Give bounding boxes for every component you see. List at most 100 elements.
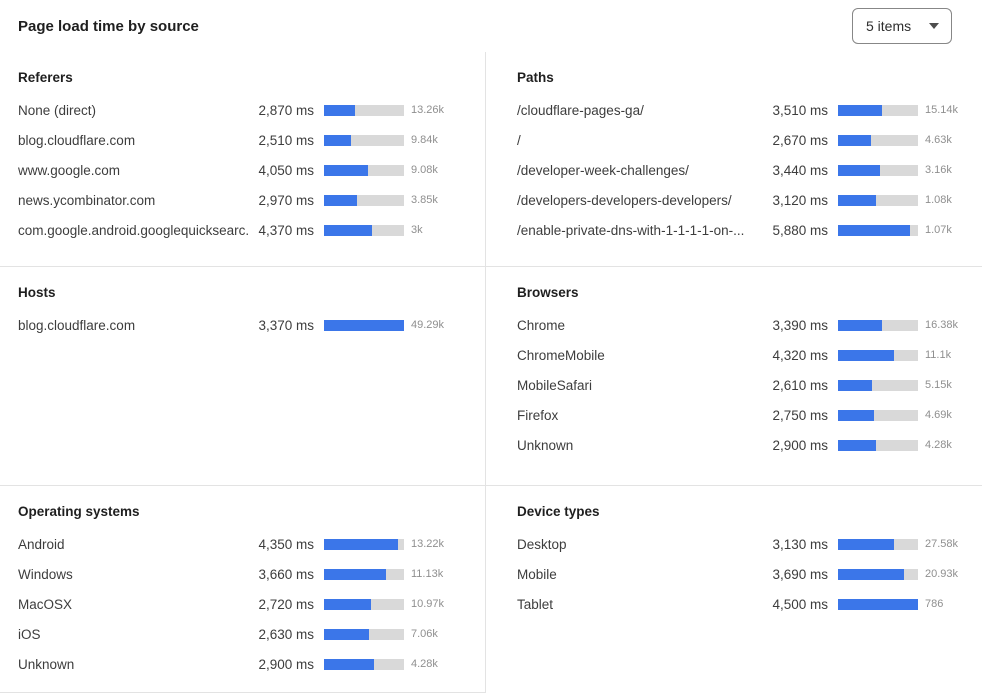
row-label: Windows <box>18 566 73 582</box>
chevron-down-icon <box>929 23 939 29</box>
table-row: com.google.android.googlequicksearc... 4… <box>18 215 461 245</box>
row-bar-fill <box>838 349 894 361</box>
row-bar-fill <box>838 598 918 610</box>
row-time: 4,320 ms <box>772 347 828 363</box>
row-bar <box>324 224 404 236</box>
table-row: MobileSafari 2,610 ms 5.15k <box>517 370 975 400</box>
row-time: 2,750 ms <box>772 407 828 423</box>
row-count: 1.08k <box>925 194 952 206</box>
row-bar-fill <box>838 568 904 580</box>
row-bar-fill <box>324 194 357 206</box>
section-title-hosts: Hosts <box>18 285 56 300</box>
row-bar-fill <box>838 164 881 176</box>
row-bar <box>324 658 404 670</box>
row-count: 7.06k <box>411 628 438 640</box>
table-row: iOS 2,630 ms 7.06k <box>18 619 461 649</box>
row-label: Chrome <box>517 317 566 333</box>
row-label: MobileSafari <box>517 377 593 393</box>
row-count: 11.1k <box>925 349 952 361</box>
panel-header: Page load time by source 5 items <box>0 0 982 52</box>
row-bar-fill <box>324 224 372 236</box>
row-time: 3,690 ms <box>772 566 828 582</box>
row-bar-fill <box>838 538 894 550</box>
table-row: blog.cloudflare.com 3,370 ms 49.29k <box>18 310 461 340</box>
row-count: 4.28k <box>925 439 952 451</box>
section-paths: Paths /cloudflare-pages-ga/ 3,510 ms 15.… <box>485 52 982 266</box>
row-time: 2,970 ms <box>258 192 314 208</box>
row-bar <box>838 319 918 331</box>
row-bar-fill <box>838 194 877 206</box>
row-time: 4,050 ms <box>258 162 314 178</box>
items-count-dropdown[interactable]: 5 items <box>852 8 952 44</box>
table-row: Android 4,350 ms 13.22k <box>18 529 461 559</box>
table-row: /developers-developers-developers/ 3,120… <box>517 185 975 215</box>
row-bar-fill <box>324 628 369 640</box>
row-label: MacOSX <box>18 596 73 612</box>
table-row: Unknown 2,900 ms 4.28k <box>517 430 975 460</box>
row-time: 3,660 ms <box>258 566 314 582</box>
row-label: /enable-private-dns-with-1-1-1-1-on-... <box>517 222 745 238</box>
row-bar-fill <box>838 319 882 331</box>
row-label: blog.cloudflare.com <box>18 317 136 333</box>
row-time: 2,900 ms <box>772 437 828 453</box>
table-row: Desktop 3,130 ms 27.58k <box>517 529 975 559</box>
row-bar <box>324 164 404 176</box>
row-label: news.ycombinator.com <box>18 192 156 208</box>
row-bar-fill <box>838 134 871 146</box>
row-count: 5.15k <box>925 379 952 391</box>
row-bar-fill <box>324 658 375 670</box>
page-title: Page load time by source <box>18 17 199 35</box>
section-title-device-types: Device types <box>517 504 600 519</box>
row-count: 4.28k <box>411 658 438 670</box>
row-time: 3,510 ms <box>772 102 828 118</box>
table-row: ChromeMobile 4,320 ms 11.1k <box>517 340 975 370</box>
row-count: 9.84k <box>411 134 438 146</box>
row-count: 27.58k <box>925 538 959 550</box>
table-row: Tablet 4,500 ms 786 <box>517 589 975 619</box>
section-hosts: Hosts blog.cloudflare.com 3,370 ms 49.29… <box>0 266 485 485</box>
table-row: Firefox 2,750 ms 4.69k <box>517 400 975 430</box>
row-bar <box>838 224 918 236</box>
row-bar-fill <box>324 538 399 550</box>
row-label: Android <box>18 536 65 552</box>
row-bar <box>324 568 404 580</box>
row-label: /cloudflare-pages-ga/ <box>517 102 644 118</box>
row-count: 4.63k <box>925 134 952 146</box>
table-row: www.google.com 4,050 ms 9.08k <box>18 155 461 185</box>
row-label: com.google.android.googlequicksearc... <box>18 222 248 238</box>
section-browsers: Browsers Chrome 3,390 ms 16.38k ChromeMo… <box>485 266 982 485</box>
row-bar <box>324 104 404 116</box>
table-row: None (direct) 2,870 ms 13.26k <box>18 95 461 125</box>
row-bar <box>838 439 918 451</box>
row-label: /developer-week-challenges/ <box>517 162 689 178</box>
row-bar-fill <box>324 319 404 331</box>
row-bar <box>838 164 918 176</box>
row-bar <box>324 194 404 206</box>
row-label: www.google.com <box>18 162 121 178</box>
row-count: 20.93k <box>925 568 959 580</box>
table-row: news.ycombinator.com 2,970 ms 3.85k <box>18 185 461 215</box>
row-count: 3k <box>411 224 423 236</box>
row-bar <box>324 628 404 640</box>
table-row: Unknown 2,900 ms 4.28k <box>18 649 461 679</box>
row-label: /developers-developers-developers/ <box>517 192 732 208</box>
row-bar-fill <box>324 104 356 116</box>
section-operating-systems: Operating systems Android 4,350 ms 13.22… <box>0 485 485 693</box>
row-time: 3,370 ms <box>258 317 314 333</box>
row-bar <box>324 538 404 550</box>
row-bar-fill <box>324 568 387 580</box>
row-time: 2,630 ms <box>258 626 314 642</box>
row-count: 13.26k <box>411 104 445 116</box>
table-row: blog.cloudflare.com 2,510 ms 9.84k <box>18 125 461 155</box>
section-title-referers: Referers <box>18 70 73 85</box>
row-bar-fill <box>324 164 368 176</box>
row-bar <box>838 104 918 116</box>
row-count: 13.22k <box>411 538 445 550</box>
row-time: 4,370 ms <box>258 222 314 238</box>
row-label: iOS <box>18 626 41 642</box>
row-label: Desktop <box>517 536 567 552</box>
table-row: Chrome 3,390 ms 16.38k <box>517 310 975 340</box>
row-bar-fill <box>324 134 352 146</box>
row-time: 2,720 ms <box>258 596 314 612</box>
